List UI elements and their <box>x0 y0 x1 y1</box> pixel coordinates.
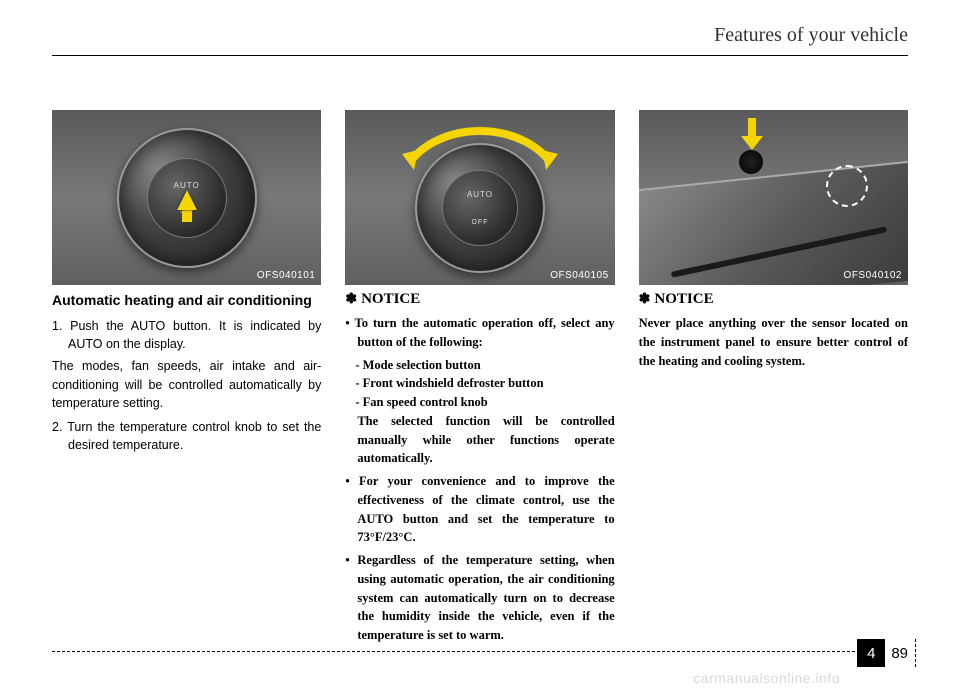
col3-body: Never place anything over the sensor loc… <box>639 314 908 370</box>
notice-heading: ✽NOTICE <box>639 291 908 308</box>
dial-knob: AUTO OFF <box>415 143 545 273</box>
bullet-1-sub1: - Mode selection button <box>345 356 614 375</box>
notice-symbol-icon: ✽ <box>639 292 651 307</box>
chapter-number: 4 <box>857 639 885 667</box>
notice-symbol-icon: ✽ <box>345 292 357 307</box>
figure-rotate-dial: AUTO OFF OFS040105 <box>345 110 614 285</box>
bullet-1-sub2: - Front windshield defroster button <box>345 374 614 393</box>
hood-panel <box>639 160 908 285</box>
col1-step2: 2. Turn the temperature control knob to … <box>52 418 321 454</box>
arrow-up-icon <box>177 190 197 210</box>
notice-label: NOTICE <box>361 291 420 307</box>
bullet-1: • To turn the automatic operation off, s… <box>345 314 614 352</box>
footer-side-dash <box>915 639 916 667</box>
arrow-stem <box>182 208 192 222</box>
notice-heading: ✽ NOTICE <box>345 291 614 308</box>
dial-off-label: OFF <box>471 219 488 226</box>
column-1: AUTO OFF OFS040101 Automatic heating and… <box>52 110 321 649</box>
arrow-down-icon <box>739 118 765 152</box>
header-rule <box>52 55 908 56</box>
bullet-2: • For your convenience and to improve th… <box>345 472 614 547</box>
figure-sensor-hood: OFS040102 <box>639 110 908 285</box>
col1-para: The modes, fan speeds, air intake and ai… <box>52 357 321 411</box>
bullet-1-cont: The selected function will be controlled… <box>345 412 614 468</box>
col1-step1: 1. Push the AUTO button. It is indicated… <box>52 317 321 353</box>
section-header: Features of your vehicle <box>714 24 908 47</box>
watermark-text: carmanualsonline.info <box>693 670 840 686</box>
notice-label: NOTICE <box>654 291 713 307</box>
dial-face: AUTO OFF <box>442 170 518 246</box>
dial-auto-label: AUTO <box>174 181 200 190</box>
page-number-box: 4 89 <box>857 639 908 667</box>
col1-heading: Automatic heating and air conditioning <box>52 291 321 309</box>
figure-code: OFS040102 <box>844 270 902 281</box>
dial-knob: AUTO OFF <box>117 128 257 268</box>
column-2: AUTO OFF OFS040105 ✽ NOTICE • To turn the… <box>345 110 614 649</box>
footer-rule <box>52 651 860 652</box>
dial-auto-label: AUTO <box>467 190 493 199</box>
bullet-3: • Regardless of the temperature setting,… <box>345 551 614 645</box>
figure-code: OFS040105 <box>550 270 608 281</box>
washer-nozzle <box>739 150 763 174</box>
figure-auto-dial: AUTO OFF OFS040101 <box>52 110 321 285</box>
sensor-highlight-circle <box>826 165 868 207</box>
page-number: 89 <box>891 645 908 662</box>
column-3: OFS040102 ✽NOTICE Never place anything o… <box>639 110 908 649</box>
figure-code: OFS040101 <box>257 270 315 281</box>
bullet-1-sub3: - Fan speed control knob <box>345 393 614 412</box>
content-columns: AUTO OFF OFS040101 Automatic heating and… <box>52 110 908 649</box>
